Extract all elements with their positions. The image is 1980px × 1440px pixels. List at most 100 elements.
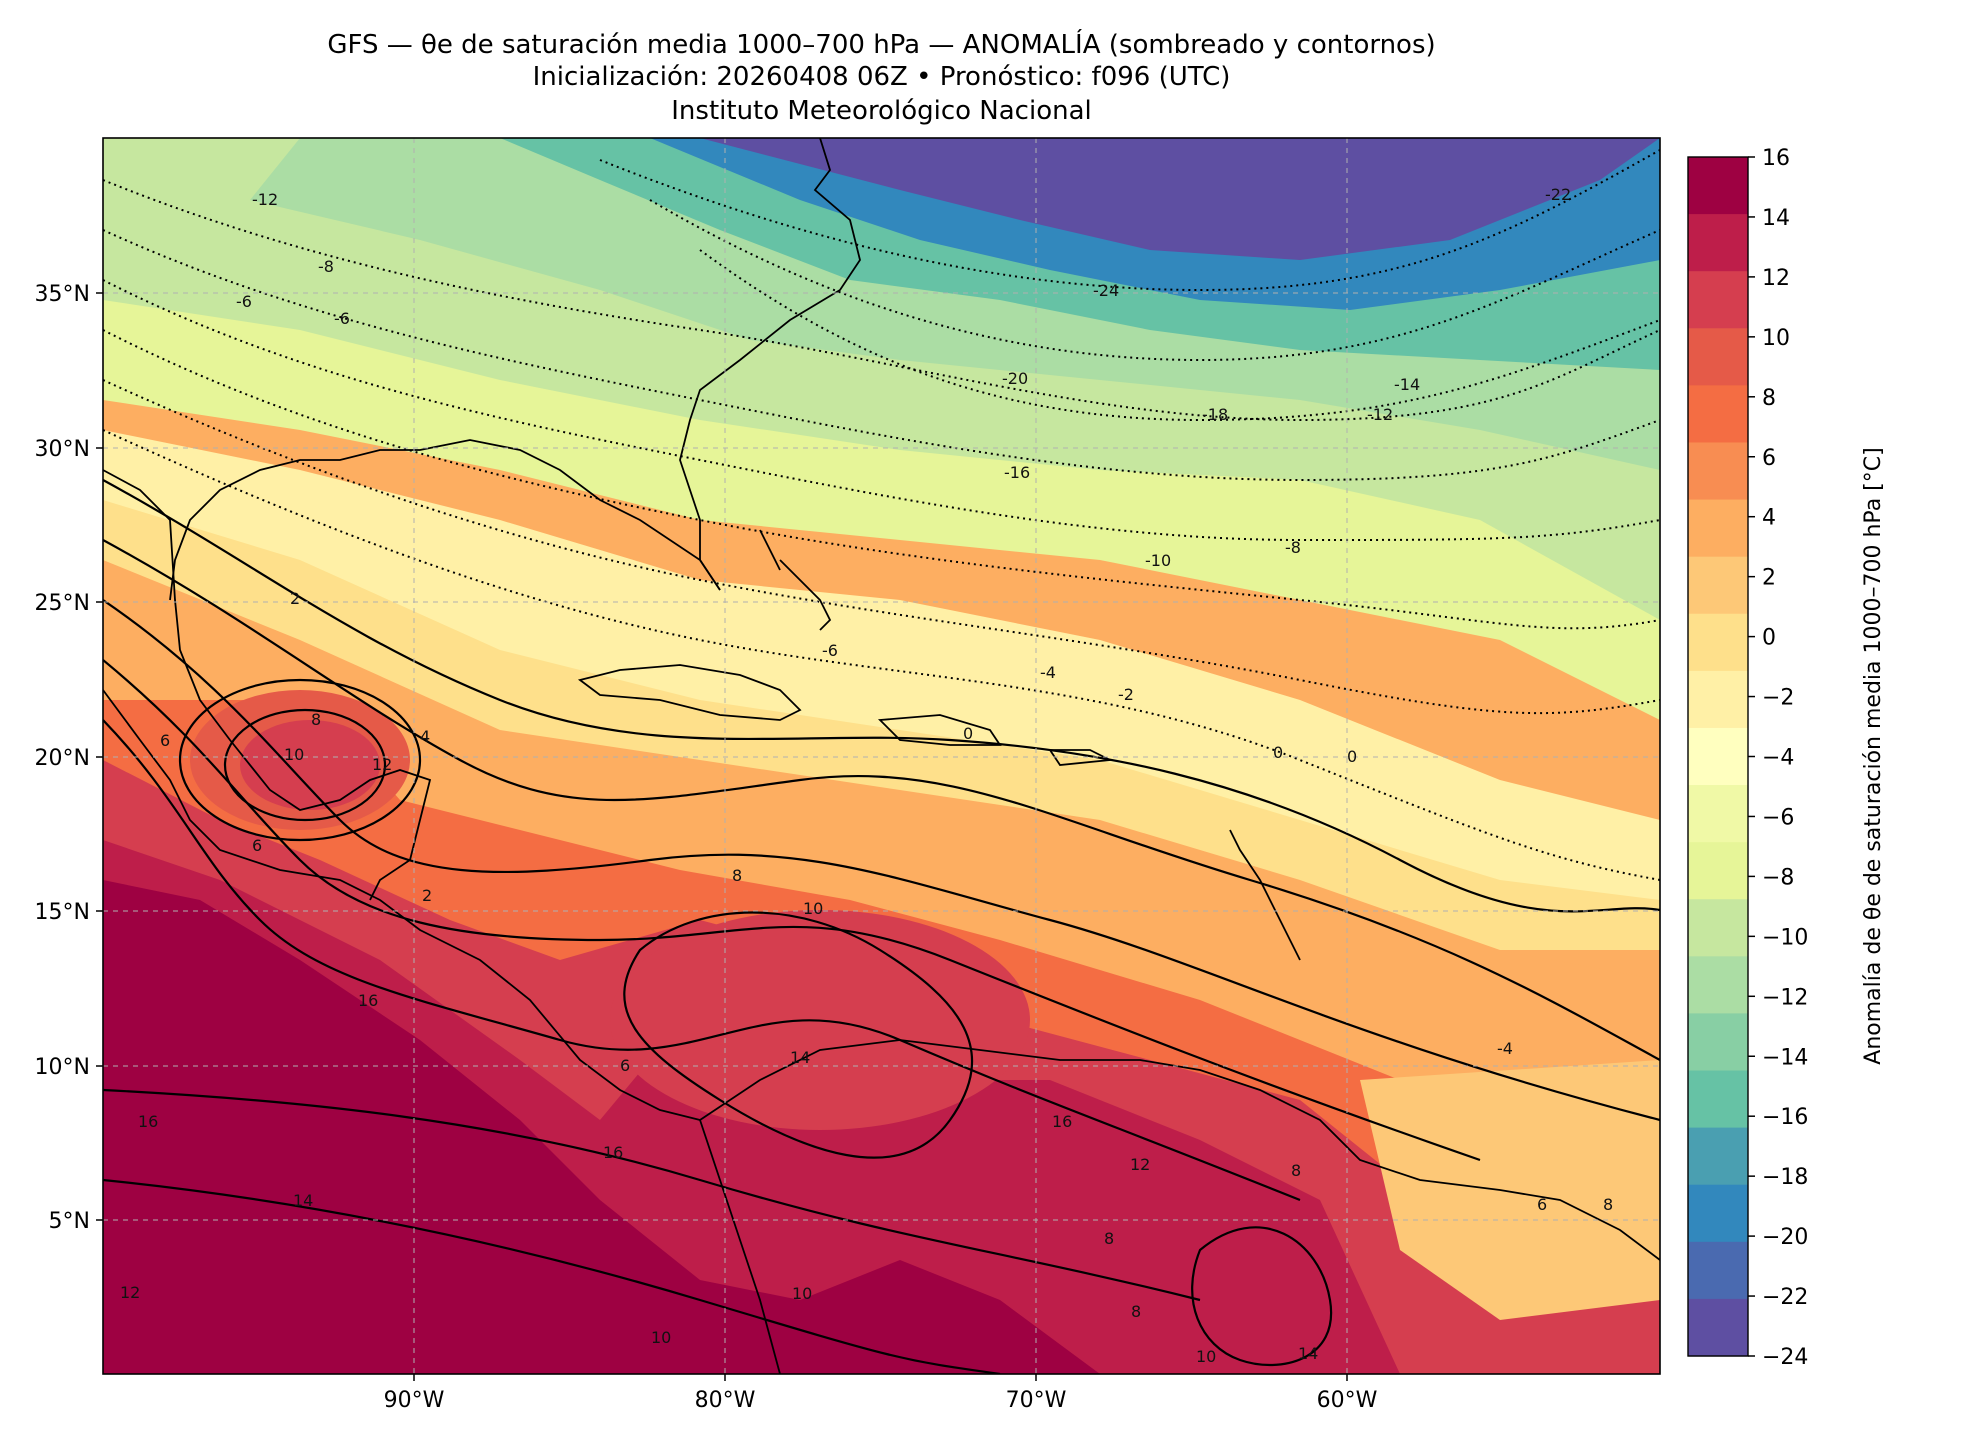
contour-label: 8 bbox=[1131, 1302, 1141, 1321]
contour-label: 12 bbox=[1130, 1155, 1150, 1174]
contour-label: -6 bbox=[822, 641, 838, 660]
contour-label: 2 bbox=[290, 589, 300, 608]
contour-label: 10 bbox=[792, 1284, 812, 1303]
colorbar-segment bbox=[1688, 1127, 1748, 1186]
contour-label: 0 bbox=[1273, 743, 1283, 762]
contour-label: -12 bbox=[252, 190, 278, 209]
contour-label: 16 bbox=[358, 991, 378, 1010]
colorbar-segment bbox=[1688, 899, 1748, 957]
contour-label: -22 bbox=[1545, 185, 1571, 204]
contour-label-group: -12 -8 -6 -6 -24 -22 -20 -18 -14 -12 -16… bbox=[120, 185, 1613, 1366]
colorbar-segment bbox=[1688, 1241, 1748, 1300]
contour-label: -14 bbox=[1394, 375, 1420, 394]
colorbar-tick-label: −6 bbox=[1762, 805, 1794, 830]
lon-tick-label: 90°W bbox=[384, 1388, 445, 1413]
map-subtitle-init: Inicialización: 20260408 06Z • Pronóstic… bbox=[532, 62, 1231, 92]
contour-label: 14 bbox=[293, 1191, 313, 1210]
colorbar-segment bbox=[1688, 1070, 1748, 1129]
contour-label: 0 bbox=[963, 724, 973, 743]
contour-lines bbox=[103, 149, 1660, 1374]
lat-tick-label: 15°N bbox=[35, 900, 90, 925]
colorbar-tick-label: 12 bbox=[1762, 266, 1790, 291]
colorbar-label: Anomalía de θe de saturación media 1000–… bbox=[1861, 447, 1886, 1064]
colorbar-segment bbox=[1688, 556, 1748, 615]
colorbar-segment bbox=[1688, 328, 1748, 386]
contour-label: 4 bbox=[420, 727, 430, 746]
contour-label: 8 bbox=[311, 710, 321, 729]
lat-tick-label: 35°N bbox=[35, 282, 90, 307]
contour-label: 6 bbox=[252, 836, 262, 855]
colorbar-tick-label: −20 bbox=[1762, 1225, 1808, 1250]
lon-tick-label: 70°W bbox=[1006, 1388, 1067, 1413]
colorbar-segment bbox=[1688, 670, 1748, 729]
contour-label: -4 bbox=[1040, 663, 1056, 682]
colorbar-segment bbox=[1688, 385, 1748, 444]
colorbar-segments bbox=[1688, 157, 1748, 1357]
colorbar-segment bbox=[1688, 956, 1748, 1015]
colorbar-segment bbox=[1688, 442, 1748, 501]
colorbar-tick-label: 14 bbox=[1762, 206, 1790, 231]
colorbar-tick-label: 8 bbox=[1762, 386, 1776, 411]
lon-tick-marks bbox=[413, 1374, 1348, 1381]
colorbar: 16 14 12 10 8 6 4 2 0 −2 −4 −6 −8 −10 −12 −14 −16 −18 −20 −… bbox=[1687, 146, 1886, 1370]
colorbar-segment bbox=[1688, 499, 1748, 558]
colorbar-tick-label: −14 bbox=[1762, 1045, 1808, 1070]
colorbar-segment bbox=[1688, 785, 1748, 843]
map-frame bbox=[102, 137, 1661, 1375]
contour-label: 6 bbox=[1537, 1195, 1547, 1214]
colorbar-tick-label: −4 bbox=[1762, 746, 1794, 771]
colorbar-tick-label: 16 bbox=[1762, 146, 1790, 171]
contour-label: -10 bbox=[1145, 551, 1171, 570]
contour-label: 8 bbox=[732, 866, 742, 885]
contour-label: 16 bbox=[1052, 1112, 1072, 1131]
colorbar-segment bbox=[1688, 727, 1748, 786]
colorbar-segment bbox=[1688, 271, 1748, 329]
colorbar-tick-label: 2 bbox=[1762, 566, 1776, 591]
colorbar-tick-label: −18 bbox=[1762, 1165, 1808, 1190]
contour-label: 8 bbox=[1603, 1195, 1613, 1214]
colorbar-segment bbox=[1688, 157, 1748, 215]
contour-label: 14 bbox=[790, 1048, 810, 1067]
lat-tick-label: 20°N bbox=[35, 746, 90, 771]
contour-label: -16 bbox=[1004, 463, 1030, 482]
contour-label: 14 bbox=[1298, 1344, 1318, 1363]
contour-label: -2 bbox=[1118, 685, 1134, 704]
colorbar-tick-label: −10 bbox=[1762, 925, 1808, 950]
map-subtitle-institute: Instituto Meteorológico Nacional bbox=[671, 96, 1092, 126]
colorbar-tick-label: −22 bbox=[1762, 1285, 1808, 1310]
coastlines bbox=[103, 138, 1660, 1374]
contour-label: -4 bbox=[1497, 1039, 1513, 1058]
colorbar-tick-label: 10 bbox=[1762, 326, 1790, 351]
contour-label: -8 bbox=[318, 257, 334, 276]
colorbar-tick-label: −2 bbox=[1762, 686, 1794, 711]
contour-label: 8 bbox=[1291, 1161, 1301, 1180]
colorbar-tick-label: −12 bbox=[1762, 985, 1808, 1010]
contour-label: 10 bbox=[284, 745, 304, 764]
gridlines bbox=[103, 138, 1660, 1374]
contour-label: 6 bbox=[160, 731, 170, 750]
contour-label: 16 bbox=[603, 1143, 623, 1162]
colorbar-segment bbox=[1688, 1013, 1748, 1072]
contour-label: 8 bbox=[1104, 1229, 1114, 1248]
contour-label: 0 bbox=[1347, 747, 1357, 766]
lat-tick-marks bbox=[96, 292, 103, 1221]
contour-label: -18 bbox=[1202, 405, 1228, 424]
colorbar-segment bbox=[1688, 842, 1748, 900]
contour-label: 2 bbox=[422, 886, 432, 905]
lat-tick-label: 25°N bbox=[35, 591, 90, 616]
lat-tick-label: 30°N bbox=[35, 437, 90, 462]
colorbar-tick-label: 4 bbox=[1762, 506, 1776, 531]
colorbar-tick-label: −16 bbox=[1762, 1105, 1808, 1130]
contour-label: 12 bbox=[372, 755, 392, 774]
colorbar-segment bbox=[1688, 214, 1748, 272]
lat-tick-label: 10°N bbox=[35, 1055, 90, 1080]
colorbar-tick-label: −24 bbox=[1762, 1345, 1808, 1370]
contour-label: 10 bbox=[803, 899, 823, 918]
contour-label: -12 bbox=[1367, 405, 1393, 424]
contour-label: 6 bbox=[620, 1056, 630, 1075]
contour-label: 12 bbox=[120, 1283, 140, 1302]
contour-label: 16 bbox=[138, 1112, 158, 1131]
contour-label: 10 bbox=[651, 1328, 671, 1347]
colorbar-tick-label: 0 bbox=[1762, 626, 1776, 651]
contour-label: -8 bbox=[1285, 538, 1301, 557]
